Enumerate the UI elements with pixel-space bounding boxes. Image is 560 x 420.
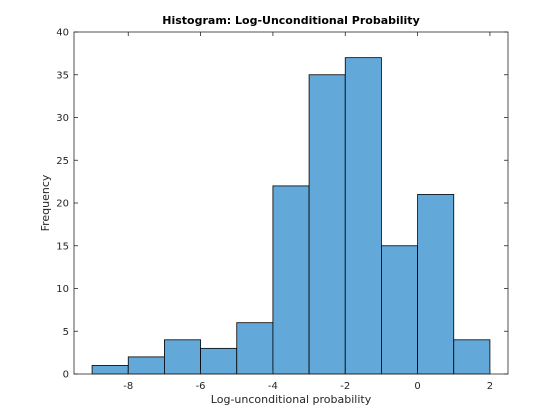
y-tick-label: 30 bbox=[56, 113, 69, 124]
histogram-bar bbox=[453, 339, 491, 375]
histogram-bar bbox=[164, 339, 201, 375]
x-tick-label: -8 bbox=[123, 381, 133, 392]
x-tick-label: -6 bbox=[196, 381, 206, 392]
y-tick-label: 40 bbox=[56, 28, 69, 39]
y-tick-label: 35 bbox=[56, 70, 69, 81]
y-tick-label: 20 bbox=[56, 199, 69, 210]
x-tick-label: -4 bbox=[268, 381, 278, 392]
x-axis-label: Log-unconditional probability bbox=[211, 393, 372, 406]
histogram-bar bbox=[272, 185, 310, 375]
y-tick-label: 15 bbox=[56, 241, 69, 252]
x-tick-label: 0 bbox=[414, 381, 420, 392]
histogram-bar bbox=[127, 356, 165, 375]
histogram-bar bbox=[200, 347, 238, 375]
y-axis-label: Frequency bbox=[39, 174, 52, 231]
histogram-bar bbox=[417, 194, 455, 375]
y-tick-label: 10 bbox=[56, 284, 69, 295]
histogram-bar bbox=[236, 322, 274, 375]
y-tick-label: 0 bbox=[63, 370, 69, 381]
histogram-bar bbox=[344, 57, 382, 375]
histogram-bar bbox=[91, 365, 129, 375]
axes-box bbox=[73, 31, 509, 375]
x-tick-label: -2 bbox=[340, 381, 350, 392]
y-tick-label: 5 bbox=[63, 327, 69, 338]
chart-title: Histogram: Log-Unconditional Probability bbox=[162, 14, 419, 27]
histogram-bar bbox=[308, 74, 346, 375]
bars-group bbox=[91, 57, 491, 375]
y-tick-label: 25 bbox=[56, 156, 69, 167]
x-tick-label: 2 bbox=[487, 381, 493, 392]
histogram-bar bbox=[381, 245, 418, 375]
